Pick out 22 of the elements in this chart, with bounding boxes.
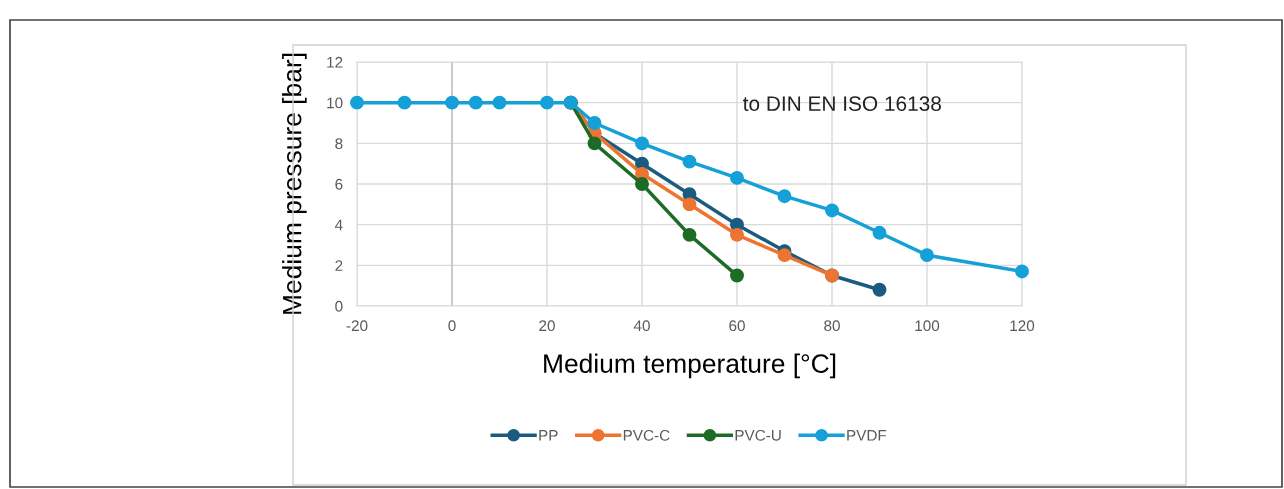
x-axis-title: Medium temperature [°C] <box>544 353 836 379</box>
y-tick-label: 10 <box>327 97 343 109</box>
y-tick-label: 6 <box>335 178 343 190</box>
x-tick-label: 20 <box>539 320 555 332</box>
y-tick-label: 0 <box>335 300 343 312</box>
x-tick-label: 80 <box>824 320 840 332</box>
x-tick-label: 0 <box>448 320 456 332</box>
legend-label: PVDF <box>847 430 887 441</box>
x-tick-label: -20 <box>346 320 368 332</box>
y-tick-label: 4 <box>334 219 343 231</box>
y-tick-label: 2 <box>335 260 343 271</box>
x-tick-label: 40 <box>633 320 650 332</box>
legend-label: PVC-C <box>623 429 670 441</box>
annotation: to DIN EN ISO 16138 <box>743 96 941 112</box>
y-tick-label: 12 <box>327 56 343 68</box>
x-tick-label: 120 <box>1010 320 1035 332</box>
x-tick-label: 100 <box>915 320 940 332</box>
x-tick-label: 60 <box>729 320 745 332</box>
legend-label: PP <box>539 430 558 441</box>
y-tick-label: 8 <box>335 138 343 150</box>
y-axis-title: Medium pressure [bar] <box>282 53 307 314</box>
legend-label: PVC-U <box>735 429 781 441</box>
